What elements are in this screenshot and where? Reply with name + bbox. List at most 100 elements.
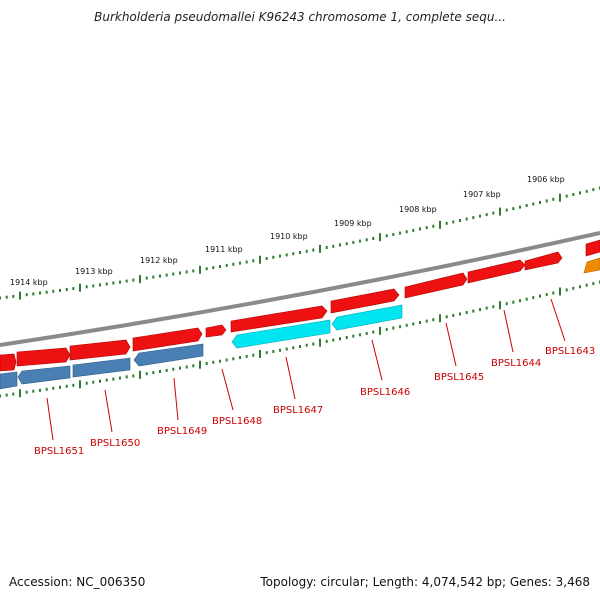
scale-tick-minor bbox=[219, 265, 221, 268]
gene-arrow-reverse[interactable] bbox=[331, 304, 403, 331]
scale-tick-minor bbox=[125, 279, 128, 283]
scale-tick-minor bbox=[112, 377, 115, 381]
scale-tick-minor bbox=[45, 387, 48, 391]
gene-arrow-forward[interactable] bbox=[230, 305, 328, 333]
scale-tick-minor bbox=[292, 252, 295, 256]
scale-tick-minor bbox=[92, 284, 95, 288]
scale-tick-minor bbox=[179, 271, 181, 275]
gene-label[interactable]: BPSL1648 bbox=[212, 416, 262, 427]
gene-label[interactable]: BPSL1644 bbox=[491, 358, 541, 369]
scale-tick-major bbox=[439, 220, 441, 229]
scale-tick-minor bbox=[405, 323, 408, 327]
scale-tick-minor bbox=[585, 283, 588, 287]
scale-tick-minor bbox=[239, 356, 241, 360]
scale-tick-minor bbox=[212, 360, 215, 364]
scale-tick-minor bbox=[205, 267, 208, 271]
scale-tick-minor bbox=[25, 390, 28, 394]
gene-arrow-forward[interactable] bbox=[16, 347, 71, 367]
forward-genes bbox=[0, 239, 600, 372]
scale-tick-minor bbox=[525, 297, 528, 301]
gene-label[interactable]: BPSL1650 bbox=[90, 438, 140, 449]
scale-tick-minor bbox=[285, 347, 288, 351]
scale-tick-major bbox=[559, 287, 561, 296]
scale-tick-minor bbox=[72, 383, 75, 387]
gene-arrow-forward[interactable] bbox=[132, 327, 203, 352]
scale-label-1914: 1914 kbp bbox=[10, 278, 48, 287]
gene-pointer bbox=[104, 389, 113, 433]
gene-pointer bbox=[285, 356, 296, 400]
scale-tick-minor bbox=[372, 330, 375, 334]
gene-arrow-reverse[interactable] bbox=[583, 257, 600, 274]
gene-arrow-reverse[interactable] bbox=[72, 357, 131, 378]
scale-tick-minor bbox=[225, 358, 228, 362]
gene-arrow-forward[interactable] bbox=[205, 324, 227, 338]
scale-tick-minor bbox=[345, 242, 348, 246]
gene-arrow-forward[interactable] bbox=[69, 339, 131, 361]
scale-tick-minor bbox=[539, 200, 541, 204]
scale-tick-minor bbox=[425, 319, 428, 323]
gene-arrow-forward[interactable] bbox=[467, 259, 526, 284]
scale-label-1909: 1909 kbp bbox=[334, 219, 372, 228]
scale-tick-minor bbox=[32, 389, 35, 393]
scale-tick-minor bbox=[165, 273, 168, 277]
scale-tick-minor bbox=[72, 287, 75, 291]
gene-arrow-forward[interactable] bbox=[585, 239, 600, 257]
scale-tick-minor bbox=[225, 263, 228, 267]
scale-tick-minor bbox=[512, 207, 515, 211]
scale-tick-minor bbox=[445, 221, 448, 225]
gene-label[interactable]: BPSL1647 bbox=[273, 405, 323, 416]
scale-tick-major bbox=[319, 244, 321, 253]
scale-tick-minor bbox=[352, 334, 355, 338]
scale-tick-minor bbox=[159, 274, 161, 278]
scale-tick-minor bbox=[459, 219, 461, 222]
gene-arrow-reverse[interactable] bbox=[231, 319, 331, 349]
gene-arrow-reverse[interactable] bbox=[17, 365, 71, 385]
scale-tick-minor bbox=[59, 385, 61, 389]
scale-labels: 1914 kbp 1913 kbp 1912 kbp 1911 kbp 1910… bbox=[10, 175, 565, 287]
scale-tick-major bbox=[19, 291, 21, 300]
scale-tick-minor bbox=[99, 379, 101, 383]
scale-tick-minor bbox=[39, 388, 41, 392]
scale-tick-minor bbox=[392, 326, 395, 330]
gene-arrow-forward[interactable] bbox=[404, 272, 468, 299]
scale-tick-minor bbox=[332, 338, 335, 342]
scale-tick-minor bbox=[119, 280, 121, 284]
scale-tick-major bbox=[559, 193, 561, 202]
scale-tick-minor bbox=[325, 339, 328, 343]
scale-tick-major bbox=[319, 338, 321, 347]
scale-tick-minor bbox=[579, 191, 581, 195]
gene-label[interactable]: BPSL1649 bbox=[157, 426, 207, 437]
gene-arrow-forward[interactable] bbox=[0, 353, 17, 372]
scale-tick-minor bbox=[279, 348, 281, 352]
scale-tick-minor bbox=[299, 251, 301, 254]
scale-tick-minor bbox=[412, 228, 415, 232]
scale-tick-minor bbox=[392, 233, 395, 236]
gene-label[interactable]: BPSL1643 bbox=[545, 346, 595, 357]
gene-label[interactable]: BPSL1645 bbox=[434, 372, 484, 383]
gene-pointer bbox=[221, 368, 234, 411]
gene-arrow-reverse[interactable] bbox=[0, 371, 18, 390]
scale-tick-minor bbox=[572, 193, 575, 196]
gene-label[interactable]: BPSL1651 bbox=[34, 446, 84, 457]
scale-tick-minor bbox=[232, 262, 235, 266]
gene-arrow-forward[interactable] bbox=[524, 251, 563, 271]
scale-tick-minor bbox=[339, 243, 341, 247]
scale-tick-major bbox=[139, 370, 141, 379]
gene-arrow-reverse[interactable] bbox=[133, 343, 204, 367]
gene-arrow-forward[interactable] bbox=[330, 288, 400, 314]
scale-tick-minor bbox=[305, 343, 308, 347]
scale-tick-minor bbox=[185, 270, 188, 274]
scale-tick-major bbox=[259, 350, 261, 358]
scale-tick-minor bbox=[299, 345, 301, 348]
scale-tick-minor bbox=[285, 253, 288, 257]
scale-tick-minor bbox=[425, 226, 428, 230]
gene-label[interactable]: BPSL1646 bbox=[360, 387, 410, 398]
scale-tick-minor bbox=[565, 288, 568, 292]
scale-tick-minor bbox=[132, 278, 135, 282]
inner-tick-row bbox=[0, 280, 600, 398]
scale-tick-minor bbox=[339, 337, 341, 341]
scale-tick-minor bbox=[325, 246, 328, 249]
scale-tick-minor bbox=[105, 378, 108, 382]
scale-tick-minor bbox=[472, 216, 475, 220]
